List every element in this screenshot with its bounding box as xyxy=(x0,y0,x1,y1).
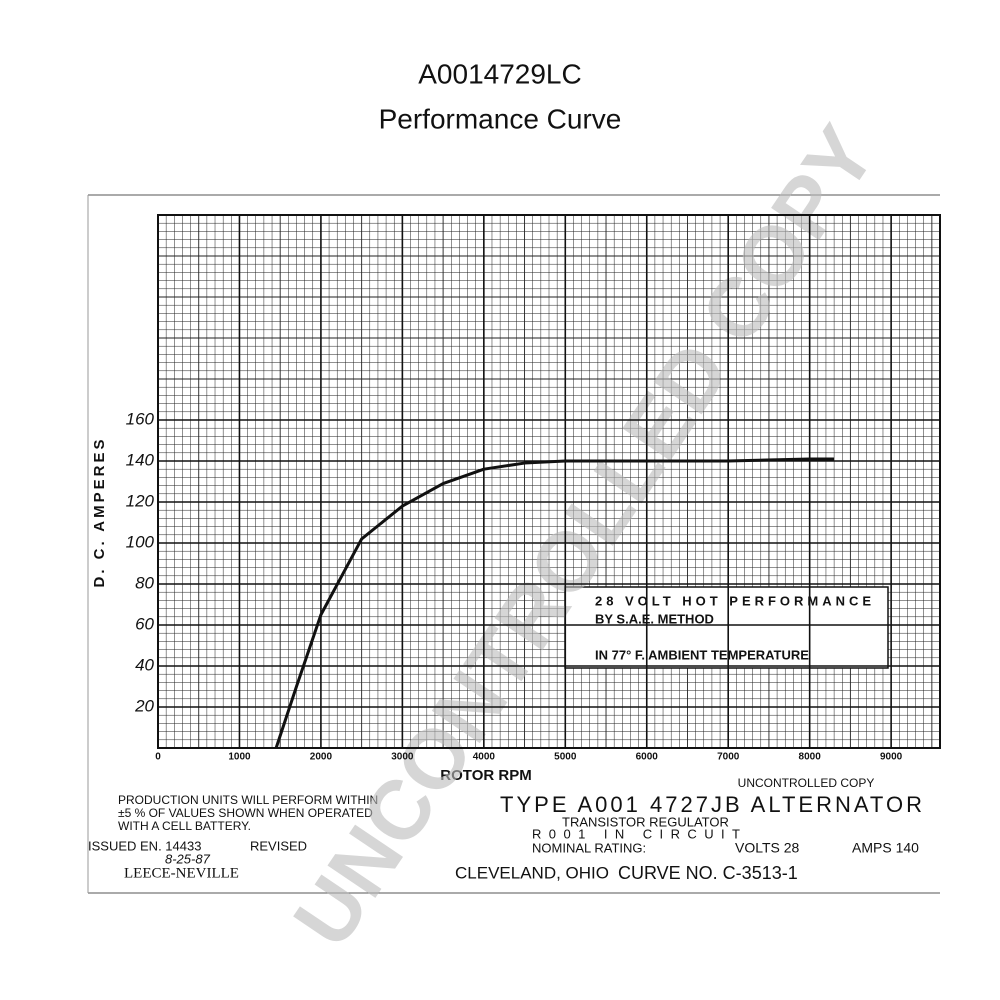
y-tick-label: 80 xyxy=(135,573,154,592)
x-axis-label: ROTOR RPM xyxy=(440,767,531,784)
note-text: IN 77° F. AMBIENT TEMPERATURE xyxy=(595,647,809,662)
x-tick-label: 7000 xyxy=(717,752,740,763)
note: ±5 % OF VALUES SHOWN WHEN OPERATED xyxy=(118,806,373,820)
city: CLEVELAND, OHIO xyxy=(455,863,609,882)
chart-subtitle: Performance Curve xyxy=(379,103,622,134)
y-tick-label: 120 xyxy=(126,491,155,510)
stamp: UNCONTROLLED COPY xyxy=(738,776,875,790)
x-tick-label: 3000 xyxy=(391,752,414,763)
regulator: TRANSISTOR REGULATOR xyxy=(562,814,729,829)
amps: AMPS 140 xyxy=(852,840,919,856)
type: TYPE A001 4727JB ALTERNATOR xyxy=(500,792,922,817)
issued: ISSUED EN. 14433 xyxy=(88,838,201,853)
curve-number: CURVE NO. C-3513-1 xyxy=(618,863,798,883)
note: PRODUCTION UNITS WILL PERFORM WITHIN xyxy=(118,793,378,807)
x-tick-label: 1000 xyxy=(228,752,251,763)
y-tick-label: 60 xyxy=(135,614,154,633)
x-tick-label: 8000 xyxy=(799,752,822,763)
x-tick-label: 4000 xyxy=(473,752,496,763)
revised: REVISED xyxy=(250,838,307,853)
x-tick-label: 0 xyxy=(155,752,161,763)
curve xyxy=(274,457,835,749)
y-tick-label: 40 xyxy=(135,655,154,674)
volts: VOLTS 28 xyxy=(735,840,800,856)
y-tick-label: 100 xyxy=(126,532,155,551)
x-tick-label: 2000 xyxy=(310,752,333,763)
y-tick-label: 160 xyxy=(126,409,155,428)
note-text: BY S.A.E. METHOD xyxy=(595,611,714,626)
nominal: NOMINAL RATING: xyxy=(532,840,646,855)
x-tick-label: 9000 xyxy=(880,752,903,763)
y-axis-label: D. C. AMPERES xyxy=(91,437,108,588)
maker: LEECE-NEVILLE xyxy=(124,865,239,881)
x-tick-label: 6000 xyxy=(636,752,659,763)
note-text: 28 VOLT HOT PERFORMANCE xyxy=(595,593,871,608)
y-tick-label: 20 xyxy=(134,696,154,715)
note: WITH A CELL BATTERY. xyxy=(118,819,251,833)
issued-date: 8-25-87 xyxy=(165,851,211,866)
chart-title: A0014729LC xyxy=(418,58,581,89)
x-tick-label: 5000 xyxy=(554,752,577,763)
y-tick-label: 140 xyxy=(126,450,155,469)
